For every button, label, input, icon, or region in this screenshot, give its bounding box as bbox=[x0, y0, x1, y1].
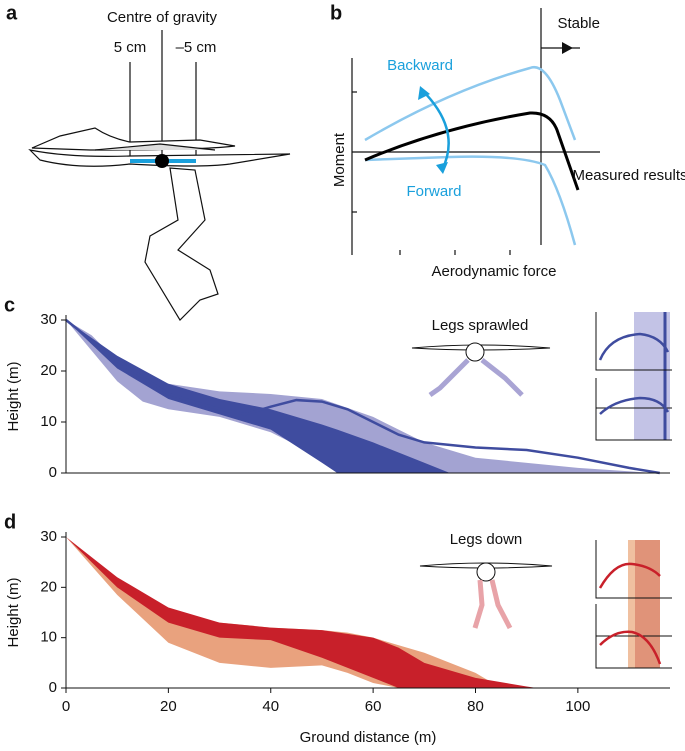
y-label: Moment bbox=[331, 132, 348, 187]
y-tick-label: 30 bbox=[40, 311, 57, 328]
curve bbox=[364, 65, 577, 142]
mark-label: –5 cm bbox=[176, 39, 217, 56]
measured-text: Measured results bbox=[572, 167, 685, 184]
x-tick-label: 0 bbox=[62, 698, 70, 715]
panel-label: b bbox=[330, 2, 342, 24]
measured-label: Measured results bbox=[572, 167, 685, 184]
curve bbox=[364, 111, 580, 191]
panel-label: d bbox=[4, 511, 16, 533]
annotation: Legs sprawled bbox=[432, 317, 529, 334]
backward-label: Backward bbox=[387, 57, 453, 74]
panel-label: c bbox=[4, 294, 15, 316]
x-tick-label: 40 bbox=[262, 698, 279, 715]
cog-dot bbox=[155, 154, 169, 168]
annotation: Legs down bbox=[450, 531, 523, 548]
panel-label: a bbox=[6, 2, 18, 24]
cog-title: Centre of gravity bbox=[107, 9, 218, 26]
y-label: Height (m) bbox=[5, 361, 22, 431]
panel-a: a Centre of gravity 5 cm –5 cm bbox=[6, 2, 291, 321]
x-tick-label: 80 bbox=[467, 698, 484, 715]
inset-d bbox=[419, 540, 672, 669]
x-tick-label: 60 bbox=[365, 698, 382, 715]
arrow bbox=[562, 42, 573, 54]
y-tick-label: 10 bbox=[40, 629, 57, 646]
y-tick-label: 0 bbox=[49, 679, 57, 696]
panel-b: b Stable Backward Forward Measured resul… bbox=[330, 2, 685, 280]
schematic-axes bbox=[351, 8, 600, 255]
band bbox=[66, 320, 450, 473]
band bbox=[66, 537, 502, 688]
x-tick-label: 20 bbox=[160, 698, 177, 715]
y-tick-label: 10 bbox=[40, 413, 57, 430]
bird-outline bbox=[28, 30, 291, 321]
y-tick-label: 20 bbox=[40, 362, 57, 379]
y-tick-label: 0 bbox=[49, 464, 57, 481]
x-label: Aerodynamic force bbox=[431, 263, 556, 280]
arrow bbox=[421, 89, 450, 171]
x-tick-label: 100 bbox=[565, 698, 590, 715]
line bbox=[65, 319, 660, 475]
arrowhead bbox=[418, 86, 448, 174]
y-tick-label: 30 bbox=[40, 528, 57, 545]
y-tick-label: 20 bbox=[40, 578, 57, 595]
forward-label: Forward bbox=[406, 183, 461, 200]
mark-label: 5 cm bbox=[114, 39, 147, 56]
inset-c bbox=[411, 312, 672, 441]
stable-label: Stable bbox=[557, 15, 600, 32]
y-label: Height (m) bbox=[5, 577, 22, 647]
x-label: Ground distance (m) bbox=[300, 729, 437, 746]
curve bbox=[364, 155, 577, 246]
band bbox=[66, 537, 537, 688]
